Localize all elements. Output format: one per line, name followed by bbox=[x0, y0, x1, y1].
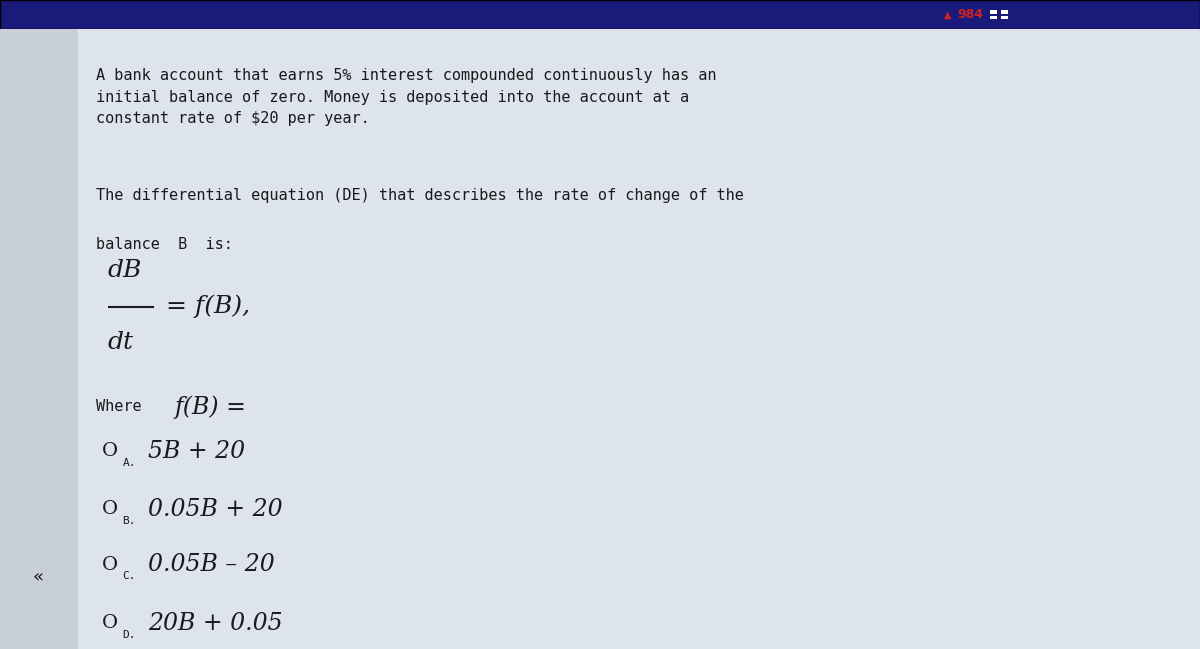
Text: B.: B. bbox=[122, 516, 136, 526]
FancyBboxPatch shape bbox=[1001, 10, 1008, 14]
FancyBboxPatch shape bbox=[78, 29, 1200, 649]
Text: 5B + 20: 5B + 20 bbox=[148, 439, 245, 463]
Text: dt: dt bbox=[108, 331, 134, 354]
Text: A.: A. bbox=[122, 458, 136, 468]
Text: O: O bbox=[102, 442, 118, 460]
Text: O: O bbox=[102, 556, 118, 574]
FancyBboxPatch shape bbox=[1001, 16, 1008, 19]
Text: 0.05B + 20: 0.05B + 20 bbox=[148, 498, 282, 521]
FancyBboxPatch shape bbox=[990, 16, 997, 19]
Text: C.: C. bbox=[122, 571, 136, 582]
Text: 20B + 0.05: 20B + 0.05 bbox=[148, 611, 282, 635]
Text: Where: Where bbox=[96, 399, 142, 414]
Text: A bank account that earns 5% interest compounded continuously has an
initial bal: A bank account that earns 5% interest co… bbox=[96, 68, 716, 127]
Text: ▲: ▲ bbox=[944, 10, 952, 19]
Text: D.: D. bbox=[122, 630, 136, 640]
Text: = f(B),: = f(B), bbox=[166, 295, 250, 319]
Text: balance  B  is:: balance B is: bbox=[96, 237, 233, 252]
FancyBboxPatch shape bbox=[0, 29, 78, 649]
Text: O: O bbox=[102, 500, 118, 519]
Text: «: « bbox=[32, 569, 44, 587]
Text: O: O bbox=[102, 614, 118, 632]
Text: 984: 984 bbox=[958, 8, 984, 21]
Text: f(B) =: f(B) = bbox=[174, 396, 246, 419]
FancyBboxPatch shape bbox=[990, 10, 997, 14]
Text: dB: dB bbox=[108, 260, 143, 282]
Text: The differential equation (DE) that describes the rate of change of the: The differential equation (DE) that desc… bbox=[96, 188, 744, 203]
FancyBboxPatch shape bbox=[0, 0, 1200, 29]
Text: 0.05B – 20: 0.05B – 20 bbox=[148, 553, 275, 576]
